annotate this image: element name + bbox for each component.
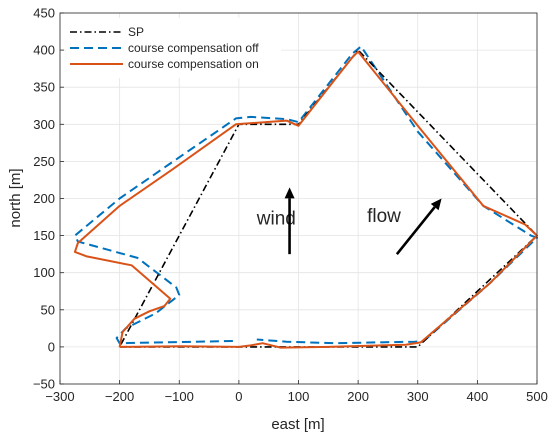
annotation-layer: wind flow [256, 187, 442, 255]
y-tick-label: 150 [33, 228, 55, 243]
x-tick-label: 300 [407, 389, 429, 404]
y-axis-label: north [m] [7, 168, 24, 227]
legend-label-compensation-off: course compensation off [128, 41, 259, 55]
y-tick-label: 450 [33, 6, 55, 21]
arrow-shaft [395, 206, 436, 255]
y-tick-label: 200 [33, 191, 55, 206]
x-tick-label: −200 [105, 389, 134, 404]
annotation-wind: wind [256, 208, 296, 229]
x-tick-label: 400 [467, 389, 489, 404]
series-layer [73, 45, 538, 349]
y-tick-label: 250 [33, 154, 55, 169]
x-tick-label: 200 [347, 389, 369, 404]
legend: SP course compensation off course compen… [66, 18, 281, 78]
y-tick-label: 300 [33, 117, 55, 132]
arrow-head [430, 198, 442, 211]
x-tick-label: −300 [45, 389, 74, 404]
x-tick-label: 500 [526, 389, 548, 404]
ticks: −300 −200 −100 0 100 200 300 400 500 −50 0 50 100 150… [33, 6, 548, 405]
series-sp-line [118, 49, 538, 348]
arrow-head [284, 187, 295, 199]
x-axis-label: east [m] [271, 416, 324, 433]
annotation-flow: flow [367, 206, 401, 227]
y-tick-label: 100 [33, 265, 55, 280]
y-tick-label: −50 [33, 377, 55, 392]
x-tick-label: −100 [165, 389, 194, 404]
y-tick-label: 50 [41, 302, 55, 317]
x-tick-label: 100 [288, 389, 310, 404]
series-compensation-on-line [73, 50, 538, 349]
y-tick-label: 0 [48, 339, 55, 354]
y-tick-label: 350 [33, 80, 55, 95]
legend-label-compensation-on: course compensation on [128, 57, 259, 71]
legend-label-sp: SP [128, 25, 144, 39]
y-tick-label: 400 [33, 43, 55, 58]
x-tick-label: 0 [235, 389, 242, 404]
